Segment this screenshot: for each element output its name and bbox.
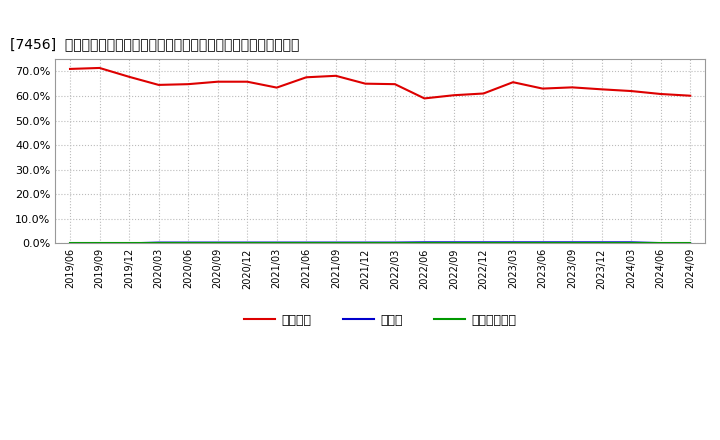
のれん	[331, 240, 340, 245]
のれん	[125, 241, 133, 246]
のれん	[66, 241, 74, 246]
自己資本	[361, 81, 369, 86]
繰延税金資産	[95, 240, 104, 245]
のれん	[95, 241, 104, 246]
自己資本	[598, 87, 606, 92]
自己資本	[539, 86, 547, 91]
自己資本	[95, 65, 104, 70]
のれん	[539, 240, 547, 245]
自己資本	[272, 85, 281, 90]
自己資本	[331, 73, 340, 78]
のれん	[449, 240, 458, 245]
自己資本	[627, 88, 636, 94]
Text: [7456]  自己資本、のれん、繰延税金資産の総資産に対する比率の推移: [7456] 自己資本、のれん、繰延税金資産の総資産に対する比率の推移	[10, 37, 299, 51]
のれん	[480, 240, 488, 245]
自己資本	[509, 80, 518, 85]
自己資本	[686, 93, 695, 99]
のれん	[509, 240, 518, 245]
繰延税金資産	[627, 240, 636, 245]
Line: のれん: のれん	[70, 242, 690, 243]
繰延税金資産	[272, 240, 281, 245]
繰延税金資産	[539, 240, 547, 245]
自己資本	[125, 74, 133, 80]
繰延税金資産	[361, 240, 369, 245]
繰延税金資産	[243, 240, 251, 245]
のれん	[420, 240, 428, 245]
繰延税金資産	[125, 240, 133, 245]
自己資本	[213, 79, 222, 84]
のれん	[390, 240, 399, 245]
繰延税金資産	[390, 240, 399, 245]
のれん	[213, 240, 222, 245]
繰延税金資産	[184, 240, 192, 245]
繰延税金資産	[598, 240, 606, 245]
繰延税金資産	[686, 240, 695, 245]
自己資本	[657, 92, 665, 97]
のれん	[243, 240, 251, 245]
自己資本	[568, 85, 577, 90]
自己資本	[302, 75, 310, 80]
繰延税金資産	[480, 240, 488, 245]
繰延税金資産	[420, 240, 428, 245]
自己資本	[243, 79, 251, 84]
自己資本	[390, 81, 399, 87]
のれん	[568, 240, 577, 245]
のれん	[627, 240, 636, 245]
のれん	[302, 240, 310, 245]
繰延税金資産	[331, 240, 340, 245]
のれん	[598, 240, 606, 245]
自己資本	[154, 82, 163, 88]
のれん	[361, 240, 369, 245]
繰延税金資産	[154, 240, 163, 245]
繰延税金資産	[509, 240, 518, 245]
繰延税金資産	[302, 240, 310, 245]
自己資本	[420, 96, 428, 101]
自己資本	[449, 92, 458, 98]
繰延税金資産	[449, 240, 458, 245]
自己資本	[66, 66, 74, 72]
繰延税金資産	[657, 240, 665, 245]
繰延税金資産	[66, 240, 74, 245]
Legend: 自己資本, のれん, 繰延税金資産: 自己資本, のれん, 繰延税金資産	[239, 308, 521, 331]
のれん	[184, 240, 192, 245]
のれん	[154, 240, 163, 245]
自己資本	[480, 91, 488, 96]
繰延税金資産	[213, 240, 222, 245]
Line: 自己資本: 自己資本	[70, 68, 690, 99]
のれん	[657, 240, 665, 246]
自己資本	[184, 81, 192, 87]
のれん	[272, 240, 281, 245]
繰延税金資産	[568, 240, 577, 245]
のれん	[686, 241, 695, 246]
